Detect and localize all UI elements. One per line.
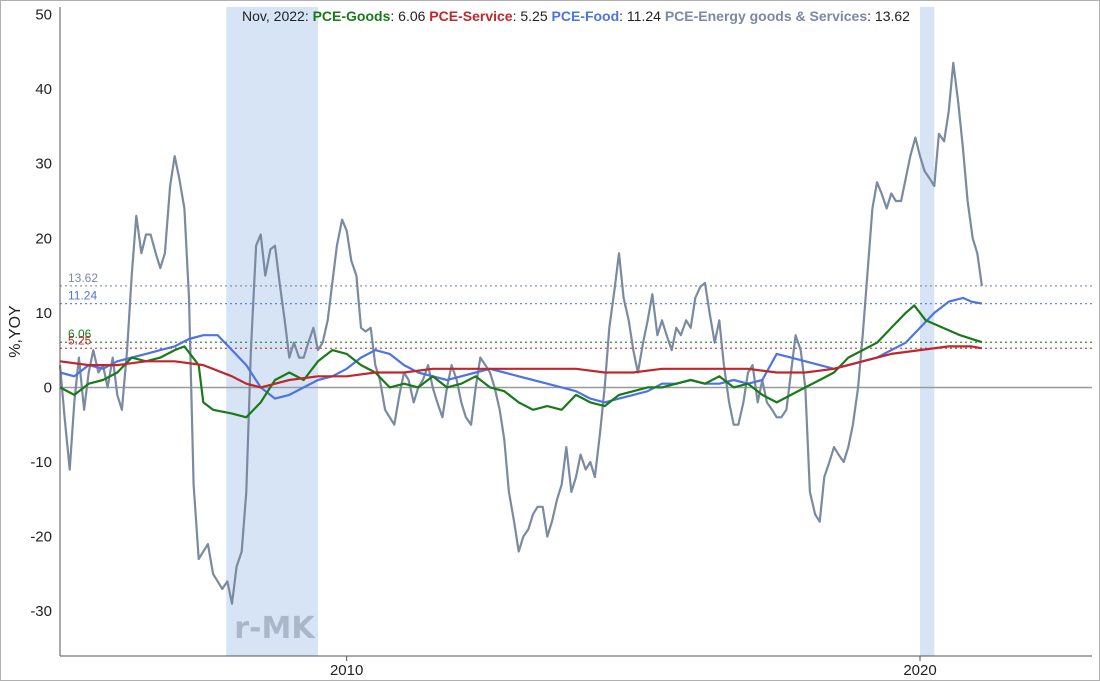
series-line-2 (59, 304, 983, 419)
header-series-value-3: : 13.62 (867, 8, 910, 24)
axes (59, 7, 1092, 657)
x-tick-label-0: 2010 (330, 662, 363, 679)
header-series-value-2: : 11.24 (619, 8, 665, 24)
last-value-label-2: 6.06 (68, 327, 92, 341)
y-axis-label: %,YOY (7, 305, 24, 358)
recession-band-1 (920, 7, 935, 656)
header-date: Nov, 2022: (242, 8, 313, 24)
last-value-reference-lines (60, 285, 1092, 349)
header-series-name-0: PCE-Goods (313, 8, 391, 24)
y-tick-label-3: 20 (35, 230, 52, 247)
y-tick-label-8: -30 (30, 603, 52, 620)
series-line-3 (59, 345, 983, 389)
x-tick-label-1: 2020 (903, 662, 936, 679)
x-tick-labels: 2010 2020 (330, 656, 937, 679)
last-value-label-0: 13.62 (68, 271, 98, 285)
last-value-label-1: 11.24 (68, 289, 97, 303)
header-readout: Nov, 2022: PCE-Goods: 6.06 PCE-Service: … (242, 8, 910, 24)
series-line-0 (58, 61, 983, 605)
y-tick-label-1: 40 (35, 81, 52, 98)
y-tick-label-7: -20 (30, 529, 52, 546)
y-tick-label-6: -10 (30, 454, 52, 471)
last-value-labels: 13.62 11.24 6.065.25 (68, 271, 98, 347)
header-series-value-1: : 5.25 (513, 8, 552, 24)
header-series-name-1: PCE-Service (429, 8, 512, 24)
y-tick-label-2: 30 (35, 156, 52, 173)
last-value-label-3: 5.25 (68, 333, 92, 347)
y-tick-label-0: 50 (35, 6, 52, 23)
series-lines (58, 61, 983, 605)
y-tick-label-5: 0 (44, 379, 52, 396)
header-series-name-3: PCE-Energy goods & Services (665, 8, 868, 24)
recession-shading (226, 7, 935, 656)
y-tick-labels: 50 40 30 20 10 0 -10 -20 -30 (30, 6, 52, 620)
header-series-name-2: PCE-Food (552, 8, 620, 24)
header-series-value-0: : 6.06 (390, 8, 429, 24)
watermark: r-MK (234, 611, 316, 646)
y-tick-label-4: 10 (35, 305, 52, 322)
